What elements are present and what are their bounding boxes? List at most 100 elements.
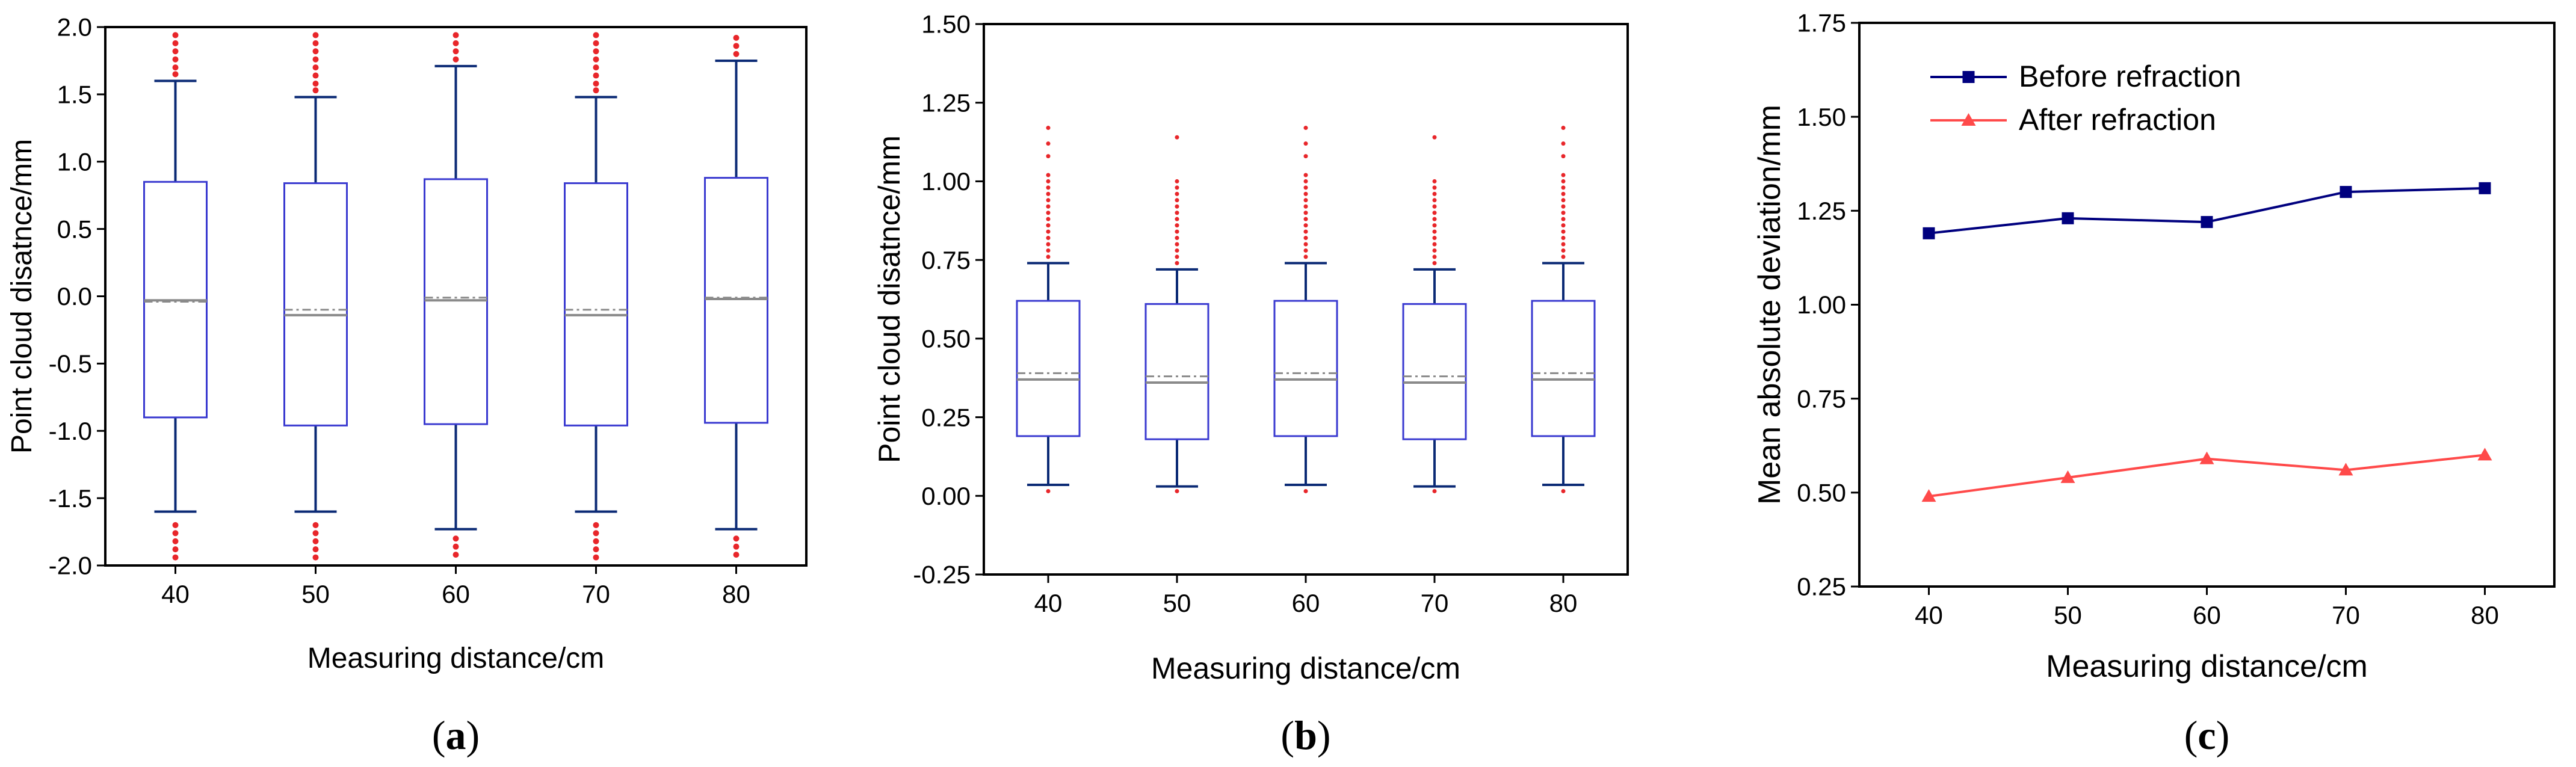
x-tick-label: 80 — [1549, 589, 1578, 617]
outlier-point — [1046, 185, 1051, 190]
outlier-point — [1561, 223, 1566, 228]
y-axis-label: Point cloud disatnce/mm — [873, 135, 906, 463]
x-axis-label: Measuring distance/cm — [307, 642, 605, 674]
data-point — [2201, 216, 2213, 229]
data-point — [2338, 463, 2353, 476]
outlier-point — [452, 40, 459, 46]
outlier-point — [1561, 254, 1566, 259]
outlier-point — [1046, 488, 1051, 493]
outlier-point — [1303, 236, 1308, 241]
outlier-point — [593, 64, 599, 71]
outlier-point — [1561, 126, 1566, 131]
outlier-point — [593, 40, 599, 46]
outlier-point — [1046, 236, 1051, 241]
box-50 — [283, 32, 348, 561]
outlier-point — [1432, 488, 1437, 493]
outlier-point — [593, 48, 599, 55]
outlier-point — [172, 40, 179, 46]
outlier-point — [1175, 179, 1179, 183]
outlier-point — [1175, 260, 1179, 265]
outlier-point — [1432, 211, 1437, 215]
outlier-point — [172, 530, 179, 537]
data-point — [1923, 227, 1935, 239]
y-axis-label: Mean absolute deviation/mm — [1752, 105, 1787, 505]
outlier-point — [1046, 126, 1051, 131]
box-iqr — [1531, 300, 1596, 437]
y-tick-label: 0.0 — [57, 282, 92, 310]
outlier-point — [1303, 141, 1308, 146]
x-tick-label: 80 — [2471, 601, 2499, 629]
outlier-point — [1175, 248, 1179, 253]
outlier-point — [312, 56, 319, 63]
y-tick-label: 1.25 — [1797, 197, 1846, 225]
x-tick-label: 80 — [722, 580, 750, 608]
x-tick-label: 70 — [2332, 601, 2360, 629]
legend-marker — [1961, 113, 1976, 126]
box-iqr — [1273, 300, 1338, 437]
outlier-point — [733, 543, 740, 550]
outlier-point — [593, 538, 599, 544]
y-tick-label: 1.00 — [1797, 291, 1846, 319]
outlier-point — [1303, 488, 1308, 493]
outlier-point — [1046, 254, 1051, 259]
outlier-point — [1561, 488, 1566, 493]
box-iqr — [1144, 303, 1209, 440]
outlier-point — [1046, 242, 1051, 247]
outlier-point — [1046, 191, 1051, 196]
caption-open: ( — [1280, 712, 1294, 758]
outlier-point — [312, 64, 319, 71]
outlier-point — [312, 554, 319, 561]
y-tick-label: -1.0 — [49, 417, 92, 445]
outlier-point — [733, 552, 740, 558]
outlier-point — [312, 80, 319, 87]
caption-close: ) — [2216, 712, 2230, 758]
outlier-point — [1303, 185, 1308, 190]
chart-b: -0.25 0.00 0.25 0.50 0.75 1.00 1.25 1.50 40 50 60 7… — [873, 10, 1629, 758]
x-tick-label: 70 — [1421, 589, 1449, 617]
box-40 — [143, 32, 208, 561]
outlier-point — [593, 32, 599, 39]
outlier-point — [1175, 217, 1179, 221]
caption-close: ) — [466, 712, 480, 758]
box-iqr — [1402, 303, 1467, 440]
data-point — [2340, 186, 2352, 199]
outlier-point — [172, 554, 179, 561]
outlier-point — [312, 538, 319, 544]
outlier-point — [312, 32, 319, 39]
outlier-point — [172, 538, 179, 544]
outlier-point — [1303, 242, 1308, 247]
y-tick-label: 2.0 — [57, 13, 92, 42]
outlier-point — [1561, 198, 1566, 203]
outlier-point — [1561, 236, 1566, 241]
outlier-point — [312, 72, 319, 79]
y-tick-label: -1.5 — [49, 484, 92, 513]
outlier-point — [1046, 179, 1051, 183]
caption-open: ( — [2184, 712, 2198, 758]
caption-letter: c — [2198, 712, 2216, 758]
outlier-point — [1303, 204, 1308, 209]
box-iqr — [564, 182, 628, 427]
outlier-point — [1432, 185, 1437, 190]
data-point — [1921, 489, 1936, 502]
x-tick-label: 70 — [582, 580, 610, 608]
x-tick-label: 40 — [1034, 589, 1063, 617]
outlier-point — [1175, 242, 1179, 247]
outlier-point — [1303, 211, 1308, 215]
outlier-point — [1303, 217, 1308, 221]
outlier-point — [1303, 198, 1308, 203]
y-tick-label: 0.50 — [921, 325, 971, 353]
outlier-point — [593, 72, 599, 79]
outlier-point — [593, 80, 599, 87]
outlier-point — [1175, 223, 1179, 228]
box-iqr — [283, 182, 348, 427]
data-point — [2199, 451, 2214, 464]
box-70 — [564, 32, 628, 561]
outlier-point — [733, 535, 740, 542]
y-tick-label: 0.5 — [57, 215, 92, 243]
box-50 — [1144, 135, 1209, 493]
outlier-point — [593, 554, 599, 561]
outlier-point — [312, 546, 319, 553]
box-iqr — [704, 177, 768, 424]
outlier-point — [1046, 223, 1051, 228]
y-tick-label: 1.25 — [921, 88, 971, 117]
